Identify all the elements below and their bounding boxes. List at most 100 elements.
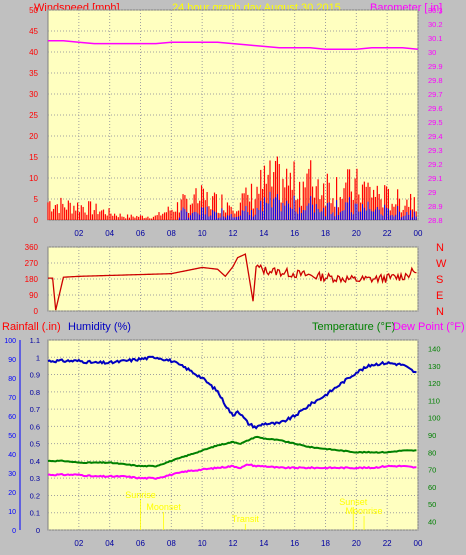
wind-y-tick-label: 25	[29, 111, 38, 120]
wind-x-tick-label: 22	[383, 229, 392, 238]
wind-x-tick-label: 08	[167, 229, 176, 238]
humidity-y-tick-label: 40	[8, 452, 16, 459]
temp-x-tick-label: 08	[167, 539, 176, 548]
astro-annotation: Sunset	[339, 497, 368, 507]
humidity-y-tick-label: 70	[8, 395, 16, 402]
temp-x-tick-label: 18	[321, 539, 330, 548]
humidity-y-tick-label: 60	[8, 414, 16, 421]
temp-x-tick-label: 14	[259, 539, 268, 548]
wind-x-tick-label: 04	[105, 229, 114, 238]
wind-x-tick-label: 10	[198, 229, 207, 238]
rain-y-tick-label: 0.1	[30, 509, 40, 518]
humidity-y-tick-label: 0	[12, 528, 16, 535]
wind-baro-series	[47, 40, 419, 220]
wind-y-tick-label: 50	[29, 6, 38, 15]
baro-y-tick-label: 29.4	[428, 132, 443, 141]
wind-y-tick-label: 35	[29, 69, 38, 78]
rain-y-tick-label: 0.9	[30, 371, 40, 380]
temp-x-tick-label: 04	[105, 539, 114, 548]
direction-y-tick-label: 0	[34, 307, 39, 316]
humidity-y-tick-label: 30	[8, 471, 16, 478]
wind-x-tick-label: 16	[290, 229, 299, 238]
baro-y-tick-label: 29.1	[428, 174, 443, 183]
compass-label: W	[436, 258, 447, 270]
humidity-y-tick-label: 50	[8, 433, 16, 440]
temp-y-tick-label: 60	[428, 483, 436, 492]
humidity-axis-title: Humidity (%)	[68, 321, 131, 333]
rain-y-tick-label: 1.1	[30, 336, 40, 345]
wind-x-tick-label: 12	[229, 229, 238, 238]
temp-x-tick-label: 10	[198, 539, 207, 548]
temperature-line	[47, 435, 417, 468]
dewpoint-line	[47, 463, 417, 480]
wind-y-tick-label: 5	[34, 195, 39, 204]
temp-y-tick-label: 50	[428, 500, 436, 509]
direction-y-tick-label: 90	[29, 291, 38, 300]
wind-baro-grid	[48, 9, 419, 221]
temp-y-tick-label: 90	[428, 431, 436, 440]
humidity-y-tick-label: 80	[8, 376, 16, 383]
astro-annotation: Sunrise	[125, 490, 156, 500]
direction-y-tick-label: 180	[25, 275, 39, 284]
rain-y-tick-label: 0.3	[30, 474, 40, 483]
temp-x-tick-label: 00	[414, 539, 423, 548]
baro-y-tick-label: 29.9	[428, 62, 443, 71]
temp-x-tick-label: 22	[383, 539, 392, 548]
baro-y-tick-label: 29.8	[428, 76, 443, 85]
baro-y-tick-label: 30.2	[428, 20, 443, 29]
wind-y-tick-label: 10	[29, 174, 38, 183]
wind-y-tick-label: 0	[34, 216, 39, 225]
compass-label: N	[436, 306, 444, 318]
rain-y-tick-label: 0.5	[30, 440, 40, 449]
temp-x-tick-label: 06	[136, 539, 145, 548]
direction-y-tick-label: 270	[25, 259, 39, 268]
direction-y-tick-label: 360	[25, 243, 39, 252]
temp-x-tick-label: 20	[352, 539, 361, 548]
astro-annotation: Moonrise	[346, 506, 383, 516]
wind-x-tick-label: 18	[321, 229, 330, 238]
temp-y-tick-label: 70	[428, 466, 436, 475]
humidity-y-tick-label: 20	[8, 490, 16, 497]
temp-x-tick-label: 12	[229, 539, 238, 548]
baro-y-tick-label: 29.6	[428, 104, 443, 113]
direction-series	[48, 253, 417, 311]
dewpoint-axis-title: Dew Point (°F)	[393, 321, 465, 333]
wind-x-tick-label: 02	[74, 229, 83, 238]
astro-annotation: Moonset	[146, 502, 181, 512]
baro-y-tick-label: 29.2	[428, 160, 443, 169]
wind-y-tick-label: 15	[29, 153, 38, 162]
temp-y-tick-label: 80	[428, 448, 436, 457]
wind-x-tick-label: 14	[259, 229, 268, 238]
baro-y-tick-label: 29.7	[428, 90, 443, 99]
rain-y-tick-label: 0.4	[30, 457, 40, 466]
rainfall-axis-title: Rainfall (.in)	[2, 321, 61, 333]
wind-y-tick-label: 40	[29, 48, 38, 57]
compass-label: N	[436, 242, 444, 254]
rain-y-tick-label: 0.8	[30, 388, 40, 397]
barometer-line	[48, 40, 419, 50]
temp-y-tick-label: 140	[428, 345, 441, 354]
compass-label: S	[436, 274, 443, 286]
temp-x-tick-label: 02	[74, 539, 83, 548]
temp-x-tick-label: 16	[290, 539, 299, 548]
wind-y-tick-label: 45	[29, 27, 38, 36]
wind-y-tick-label: 30	[29, 90, 38, 99]
baro-y-tick-label: 28.9	[428, 202, 443, 211]
rain-y-tick-label: 0.6	[30, 422, 40, 431]
temp-y-tick-label: 120	[428, 379, 441, 388]
humidity-line	[47, 355, 417, 430]
wind-x-tick-label: 20	[352, 229, 361, 238]
humidity-y-tick-label: 100	[4, 338, 16, 345]
humidity-y-tick-label: 10	[8, 509, 16, 516]
temp-y-tick-label: 100	[428, 414, 441, 423]
astro-annotation: Transit	[232, 514, 260, 524]
rain-y-tick-label: 0.2	[30, 491, 40, 500]
axis-labels: 0 5 10 15 20 25 30 35 40 45 50 28.8 28.9 29 29.1 29.2 29…	[4, 6, 447, 548]
baro-y-tick-label: 29	[428, 188, 436, 197]
baro-y-tick-label: 30	[428, 48, 436, 57]
baro-y-tick-label: 28.8	[428, 216, 443, 225]
temp-y-tick-label: 110	[428, 396, 440, 405]
